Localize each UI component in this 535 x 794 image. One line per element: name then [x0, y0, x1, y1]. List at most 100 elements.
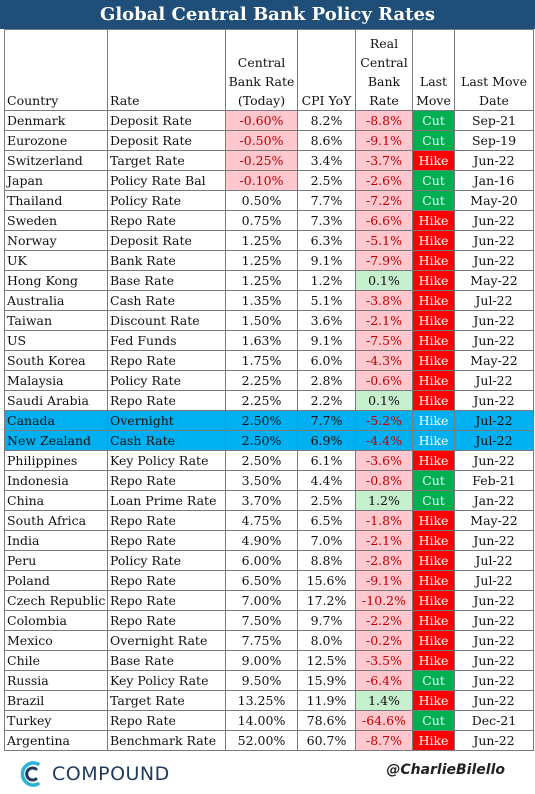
cpi-cell: 7.0%	[297, 530, 356, 551]
rate-type-cell: Repo Rate	[107, 350, 226, 371]
cpi-cell: 7.7%	[297, 190, 356, 211]
last-move-cell: Hike	[412, 350, 455, 371]
last-move-date-cell: Jan-16	[454, 170, 534, 191]
cb-rate-cell: 7.50%	[225, 610, 298, 631]
last-move-cell: Hike	[412, 410, 455, 431]
country-cell: Colombia	[4, 610, 108, 631]
cpi-cell: 6.3%	[297, 230, 356, 251]
real-rate-cell: -64.6%	[355, 710, 413, 731]
cpi-cell: 6.5%	[297, 510, 356, 531]
header-country: Country	[4, 29, 108, 111]
table-row: Malaysia Policy Rate 2.25% 2.8% -0.6% Hike Jul…	[4, 370, 534, 391]
cpi-cell: 3.4%	[297, 150, 356, 171]
table-row: Philippines Key Policy Rate 2.50% 6.1% -3.6%…	[4, 450, 534, 471]
table-row: Brazil Target Rate 13.25% 11.9% 1.4% Hike Jun-…	[4, 690, 534, 711]
last-move-date-cell: Sep-21	[454, 110, 534, 131]
author-handle: @CharlieBilello	[386, 762, 505, 778]
last-move-date-cell: Jun-22	[454, 150, 534, 171]
real-rate-cell: -4.3%	[355, 350, 413, 371]
cb-rate-cell: 52.00%	[225, 730, 298, 751]
country-cell: South Africa	[4, 510, 108, 531]
real-rate-cell: -3.5%	[355, 650, 413, 671]
last-move-date-cell: Jul-22	[454, 370, 534, 391]
real-rate-cell: 0.1%	[355, 270, 413, 291]
header-date-line2: Date	[479, 93, 509, 108]
table-row: China Loan Prime Rate 3.70% 2.5% 1.2% Cut Jan-…	[4, 490, 534, 511]
rate-type-cell: Deposit Rate	[107, 130, 226, 151]
cb-rate-cell: 1.35%	[225, 290, 298, 311]
cb-rate-cell: 2.25%	[225, 370, 298, 391]
real-rate-cell: -2.1%	[355, 310, 413, 331]
last-move-cell: Hike	[412, 390, 455, 411]
real-rate-cell: -0.8%	[355, 470, 413, 491]
cpi-cell: 17.2%	[297, 590, 356, 611]
header-rate: Rate	[107, 29, 226, 111]
real-rate-cell: -5.1%	[355, 230, 413, 251]
header-last-move-date: Last Move Date	[454, 29, 534, 111]
last-move-cell: Hike	[412, 210, 455, 231]
real-rate-cell: -8.8%	[355, 110, 413, 131]
rate-type-cell: Base Rate	[107, 270, 226, 291]
country-cell: Australia	[4, 290, 108, 311]
last-move-date-cell: Jun-22	[454, 310, 534, 331]
cb-rate-cell: -0.60%	[225, 110, 298, 131]
cpi-cell: 8.8%	[297, 550, 356, 571]
table-row: US Fed Funds 1.63% 9.1% -7.5% Hike Jun-22	[4, 330, 534, 351]
cb-rate-cell: 6.00%	[225, 550, 298, 571]
table-row: Turkey Repo Rate 14.00% 78.6% -64.6% Cut Dec-2…	[4, 710, 534, 731]
rate-type-cell: Target Rate	[107, 690, 226, 711]
country-cell: China	[4, 490, 108, 511]
real-rate-cell: -9.1%	[355, 130, 413, 151]
country-cell: Czech Republic	[4, 590, 108, 611]
country-cell: Philippines	[4, 450, 108, 471]
table-row: Thailand Policy Rate 0.50% 7.7% -7.2% Cut May-…	[4, 190, 534, 211]
rate-type-cell: Key Policy Rate	[107, 450, 226, 471]
real-rate-cell: -3.7%	[355, 150, 413, 171]
rate-type-cell: Repo Rate	[107, 530, 226, 551]
country-cell: Brazil	[4, 690, 108, 711]
rate-type-cell: Cash Rate	[107, 430, 226, 451]
rate-type-cell: Loan Prime Rate	[107, 490, 226, 511]
cb-rate-cell: -0.10%	[225, 170, 298, 191]
last-move-cell: Hike	[412, 150, 455, 171]
last-move-date-cell: Jun-22	[454, 590, 534, 611]
last-move-cell: Hike	[412, 430, 455, 451]
rate-type-cell: Overnight	[107, 410, 226, 431]
cb-rate-cell: 2.25%	[225, 390, 298, 411]
last-move-cell: Hike	[412, 510, 455, 531]
last-move-cell: Cut	[412, 110, 455, 131]
last-move-date-cell: Jul-22	[454, 430, 534, 451]
table-row: Taiwan Discount Rate 1.50% 3.6% -2.1% Hike Jun…	[4, 310, 534, 331]
real-rate-cell: -7.5%	[355, 330, 413, 351]
table-row: Denmark Deposit Rate -0.60% 8.2% -8.8% Cut Sep…	[4, 110, 534, 131]
cb-rate-cell: 3.70%	[225, 490, 298, 511]
table-row: Chile Base Rate 9.00% 12.5% -3.5% Hike Jun-22	[4, 650, 534, 671]
last-move-date-cell: Jul-22	[454, 410, 534, 431]
table-row: New Zealand Cash Rate 2.50% 6.9% -4.4% Hike Ju…	[4, 430, 534, 451]
cb-rate-cell: 1.50%	[225, 310, 298, 331]
cpi-cell: 60.7%	[297, 730, 356, 751]
table-row: Mexico Overnight Rate 7.75% 8.0% -0.2% Hike Ju…	[4, 630, 534, 651]
rate-type-cell: Policy Rate	[107, 550, 226, 571]
country-cell: Denmark	[4, 110, 108, 131]
real-rate-cell: -2.1%	[355, 530, 413, 551]
last-move-date-cell: May-20	[454, 190, 534, 211]
country-cell: UK	[4, 250, 108, 271]
cb-rate-cell: 1.25%	[225, 250, 298, 271]
last-move-cell: Hike	[412, 250, 455, 271]
last-move-cell: Hike	[412, 230, 455, 251]
country-cell: New Zealand	[4, 430, 108, 451]
rate-type-cell: Repo Rate	[107, 610, 226, 631]
table-row: Eurozone Deposit Rate -0.50% 8.6% -9.1% Cut Se…	[4, 130, 534, 151]
real-rate-cell: -6.6%	[355, 210, 413, 231]
last-move-cell: Hike	[412, 730, 455, 751]
cpi-cell: 8.2%	[297, 110, 356, 131]
rate-type-cell: Overnight Rate	[107, 630, 226, 651]
country-cell: Russia	[4, 670, 108, 691]
last-move-cell: Cut	[412, 710, 455, 731]
rate-type-cell: Key Policy Rate	[107, 670, 226, 691]
real-rate-cell: -5.2%	[355, 410, 413, 431]
real-rate-cell: 1.4%	[355, 690, 413, 711]
table-row: Switzerland Target Rate -0.25% 3.4% -3.7% Hik…	[4, 150, 534, 171]
rate-type-cell: Repo Rate	[107, 390, 226, 411]
